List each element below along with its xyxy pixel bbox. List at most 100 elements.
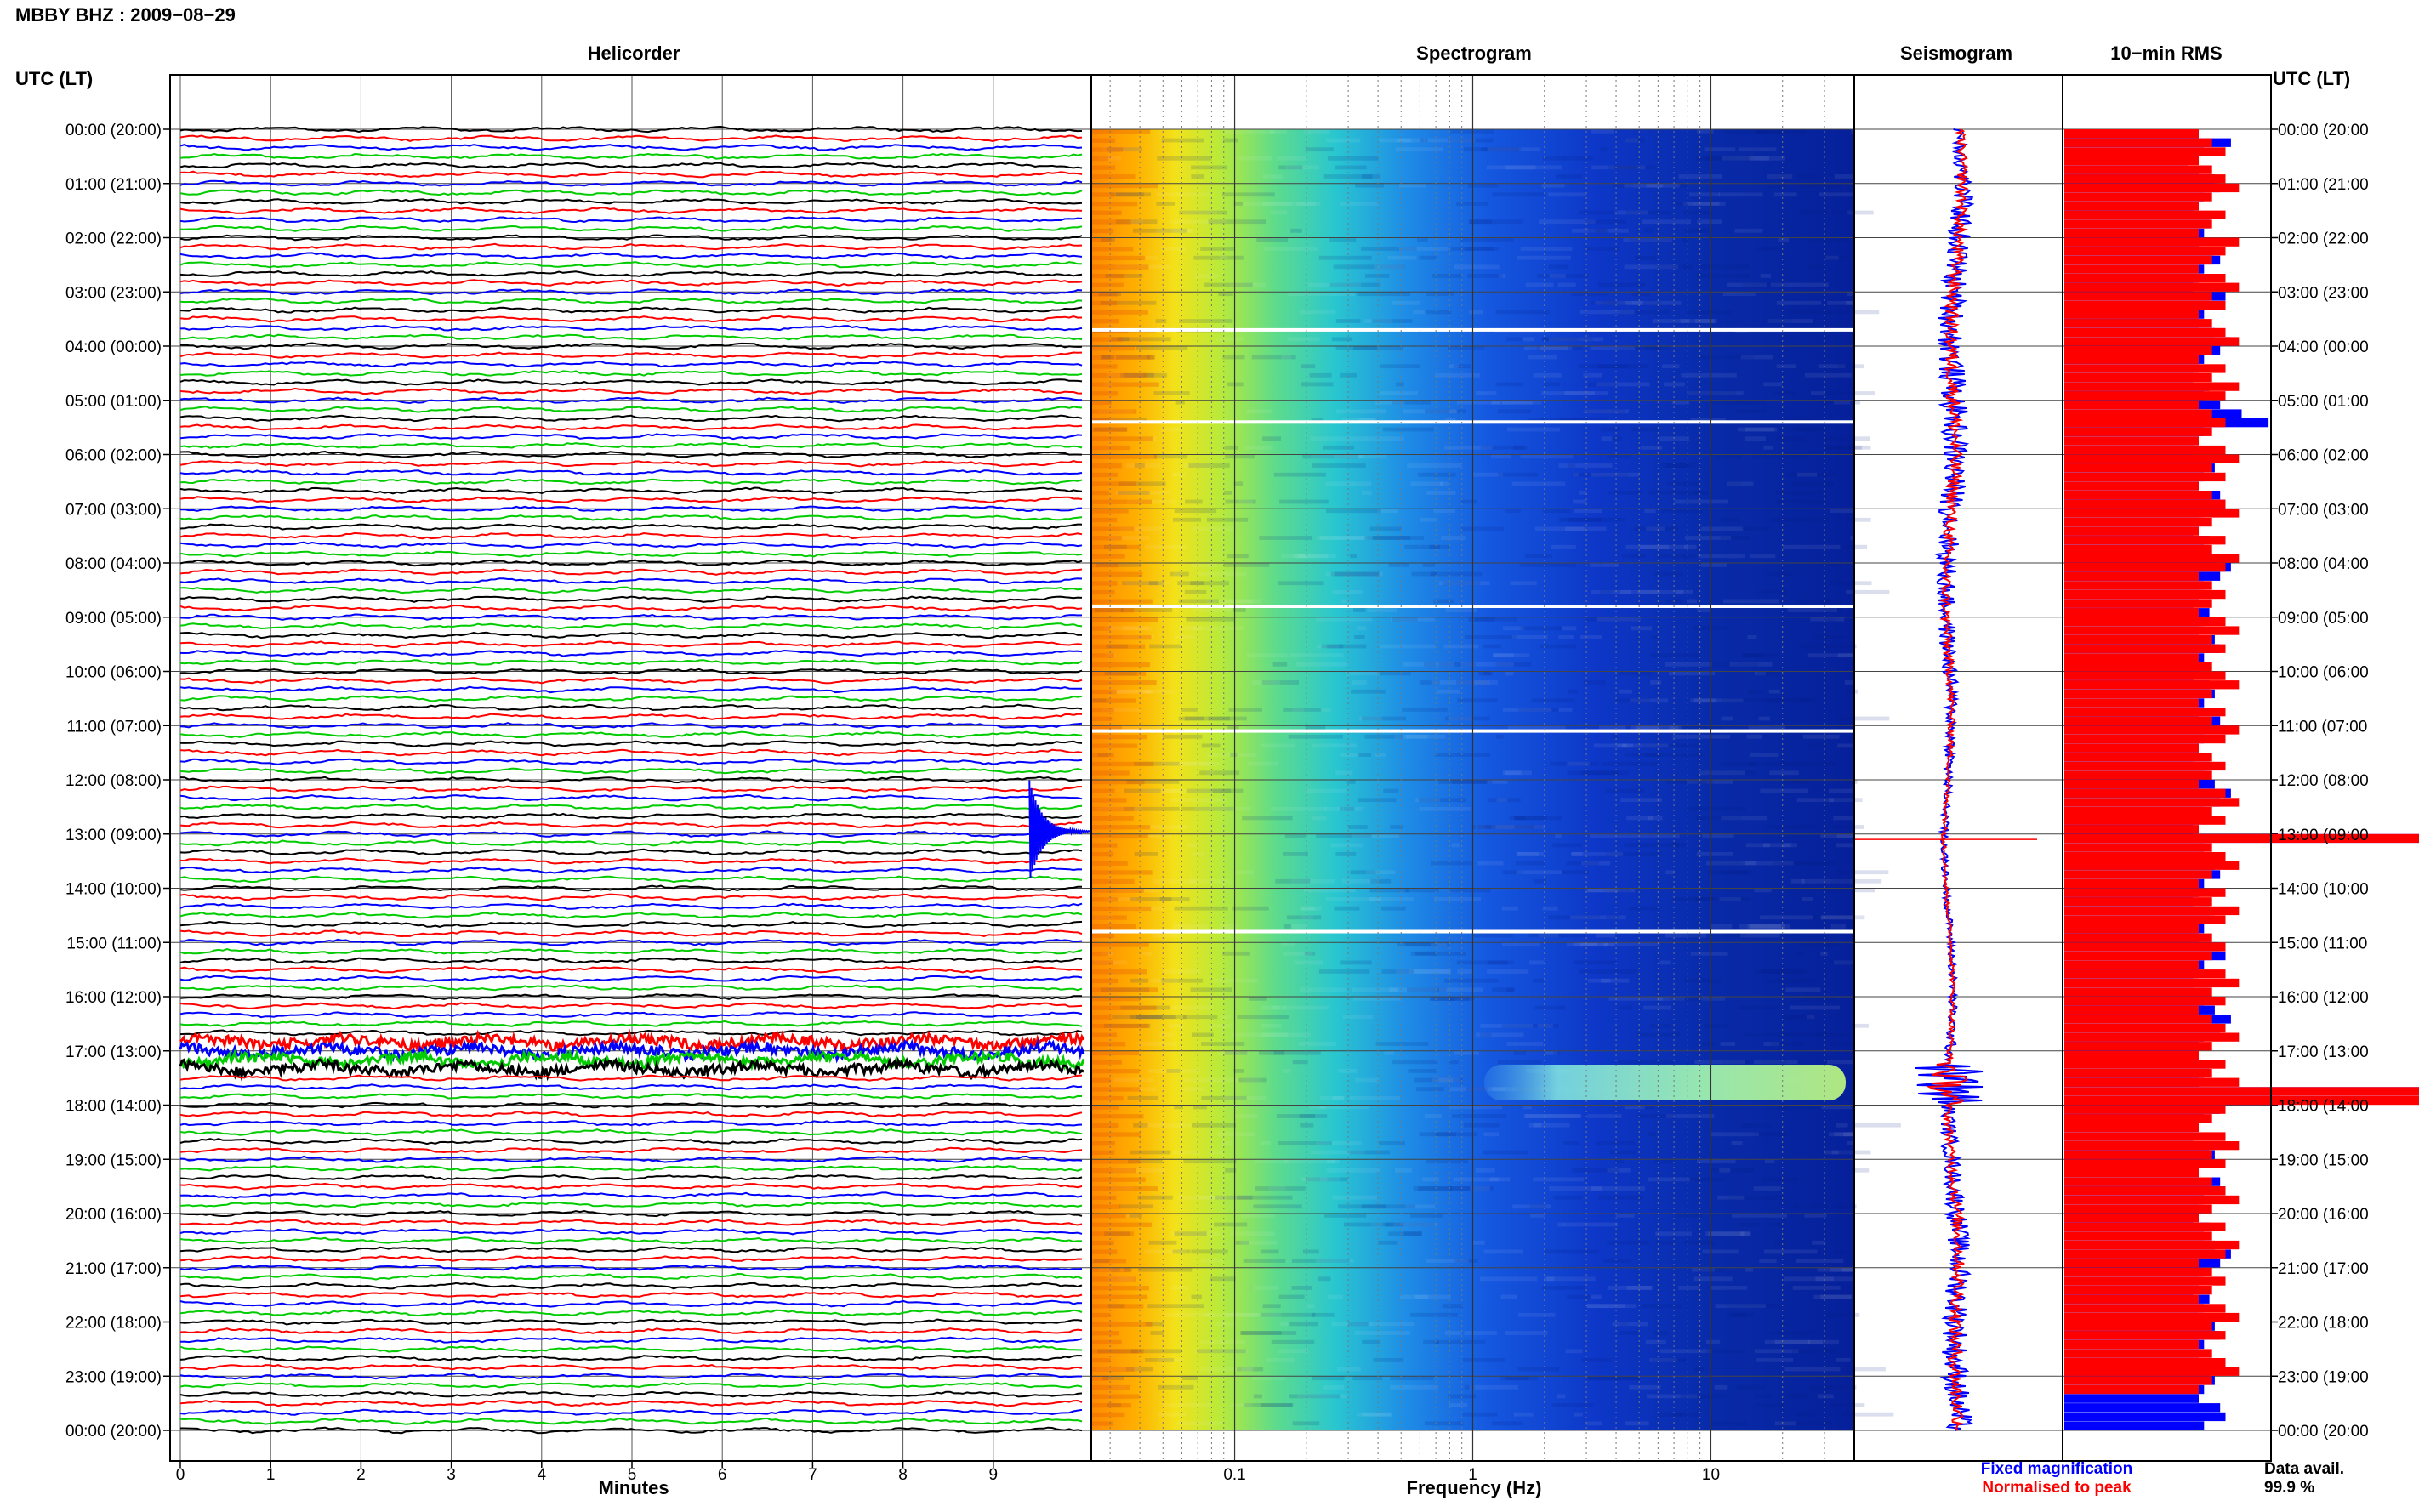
spectrogram-cell	[1277, 156, 1307, 161]
spectrogram-cell	[1534, 878, 1547, 884]
spectrogram-cell	[1091, 725, 1122, 730]
spectrogram-cell	[1106, 644, 1129, 649]
spectrogram-cell	[1536, 346, 1584, 350]
spectrogram-cell	[1749, 156, 1785, 161]
spectrogram-cell	[1549, 274, 1566, 278]
rms-bar-normalised	[2064, 463, 2212, 473]
spectrogram-cell	[1204, 1312, 1259, 1317]
left-time-label: 18:00 (14:00)	[65, 1098, 162, 1116]
spectrogram-cell	[1178, 599, 1219, 604]
spectrogram-cell	[1242, 1077, 1261, 1083]
spectrogram-cell	[1179, 210, 1227, 215]
spectrogram-cell	[1758, 589, 1788, 594]
spectrogram-cell	[1832, 210, 1874, 215]
spectrogram-cell	[1332, 589, 1363, 594]
panel-frames	[169, 74, 2272, 1462]
spectrogram-cell	[1362, 1412, 1391, 1417]
spectrogram-cell	[1174, 571, 1181, 577]
spectrogram-cell	[1348, 1322, 1369, 1327]
helicorder-trace	[179, 144, 1083, 151]
spectrogram-cell	[1392, 617, 1418, 622]
helicorder-trace	[179, 1028, 1085, 1055]
spectrogram-cell	[1159, 897, 1190, 901]
rms-bar-normalised	[2064, 156, 2199, 166]
spectrogram-cell	[1326, 138, 1361, 143]
rms-bar-normalised	[2064, 1267, 2212, 1277]
spectrogram-cell	[1415, 951, 1437, 956]
spectrogram-cell	[1727, 1312, 1746, 1317]
spectrogram-cell	[1846, 300, 1903, 305]
rms-bar-normalised	[2064, 589, 2226, 600]
spectrogram-cell	[1091, 391, 1118, 396]
spectrogram-cell	[1310, 436, 1367, 441]
spectrogram-cell	[1675, 202, 1693, 206]
helicorder-trace	[179, 523, 1083, 531]
spectrogram-cell	[1505, 1331, 1548, 1335]
spectrogram-cell	[1801, 183, 1841, 188]
spectrogram-cell	[1528, 933, 1585, 938]
spectrogram-cell	[1388, 1231, 1422, 1236]
spectrogram-cell	[1253, 1204, 1302, 1209]
spectrogram-cell	[1761, 969, 1801, 974]
spectrogram-cell	[1101, 708, 1141, 712]
spectrogram-cell	[1445, 716, 1490, 721]
spectrogram-cell	[1091, 228, 1114, 234]
spectrogram-cell	[1369, 526, 1402, 531]
spectrogram-cell	[1279, 499, 1329, 504]
spectrogram-cell	[1091, 915, 1127, 920]
spectrogram-cell	[1091, 1286, 1149, 1291]
spectrogram-cell	[1505, 770, 1522, 776]
spectrogram-cell	[1349, 1095, 1401, 1100]
spectrogram-cell	[1162, 734, 1203, 739]
spectrogram-cell	[1742, 653, 1779, 658]
spectrogram-cell	[1091, 770, 1130, 776]
helicorder-trace	[179, 884, 1083, 892]
spectrogram-cell	[1118, 491, 1150, 495]
spectrogram-cell	[1316, 833, 1372, 838]
spectrogram-cell	[1767, 174, 1793, 179]
spectrogram-cell	[1091, 1195, 1117, 1201]
spectrogram-cell	[1319, 969, 1370, 974]
helicorder-trace	[179, 713, 1083, 720]
spectrogram-cell	[1833, 400, 1851, 405]
spectrogram-cell	[1420, 680, 1440, 685]
spectrogram-cell	[1378, 264, 1405, 270]
spectrogram-cell	[1710, 400, 1765, 405]
rms-bar-normalised	[2064, 454, 2240, 463]
right-time-label: 12:00 (08:00	[2278, 772, 2369, 790]
spectrogram-cell	[1483, 1132, 1500, 1137]
spectrogram-cell	[1492, 192, 1545, 197]
spectrogram-cell	[1622, 743, 1669, 748]
spectrogram-cell	[1743, 653, 1764, 658]
rms-bar-normalised	[2064, 978, 2240, 988]
spectrogram-cell	[1745, 861, 1794, 866]
left-time-label: 21:00 (17:00)	[65, 1260, 162, 1278]
spectrogram-cell	[1371, 319, 1413, 323]
spectrogram-cell	[1512, 1204, 1551, 1209]
spectrogram-cell	[1491, 1421, 1515, 1426]
spectrogram-cell	[1690, 698, 1716, 703]
spectrogram-cell	[1435, 1132, 1456, 1137]
spectrogram-cell	[1373, 1358, 1404, 1362]
spectrogram-cell	[1435, 372, 1480, 378]
spectrogram-cell	[1426, 310, 1452, 315]
spectrogram-cell	[1091, 1367, 1135, 1372]
spectrogram-cell	[1208, 716, 1247, 721]
spectrogram-cell	[1276, 1114, 1315, 1118]
spectrogram-cell	[1091, 987, 1158, 992]
spectrogram-cell	[1656, 1240, 1674, 1245]
spectrogram-cell	[1091, 247, 1134, 252]
spectrogram-cell	[1431, 997, 1455, 1001]
spectrogram-cell	[1533, 1123, 1570, 1128]
spectrogram-cell	[1853, 1123, 1901, 1128]
helicorder-trace	[179, 189, 1083, 196]
spectrogram-cell	[1802, 997, 1836, 1001]
spectrogram-cell	[1672, 843, 1686, 848]
spectrogram-cell	[1660, 463, 1695, 468]
helicorder-trace	[179, 902, 1083, 910]
spectrogram-cell	[1449, 888, 1491, 893]
spectrogram-cell	[1720, 1042, 1736, 1046]
rms-bar-normalised	[2064, 174, 2226, 184]
spectrogram-cell	[1659, 436, 1690, 441]
spectrogram-cell	[1770, 1331, 1813, 1335]
